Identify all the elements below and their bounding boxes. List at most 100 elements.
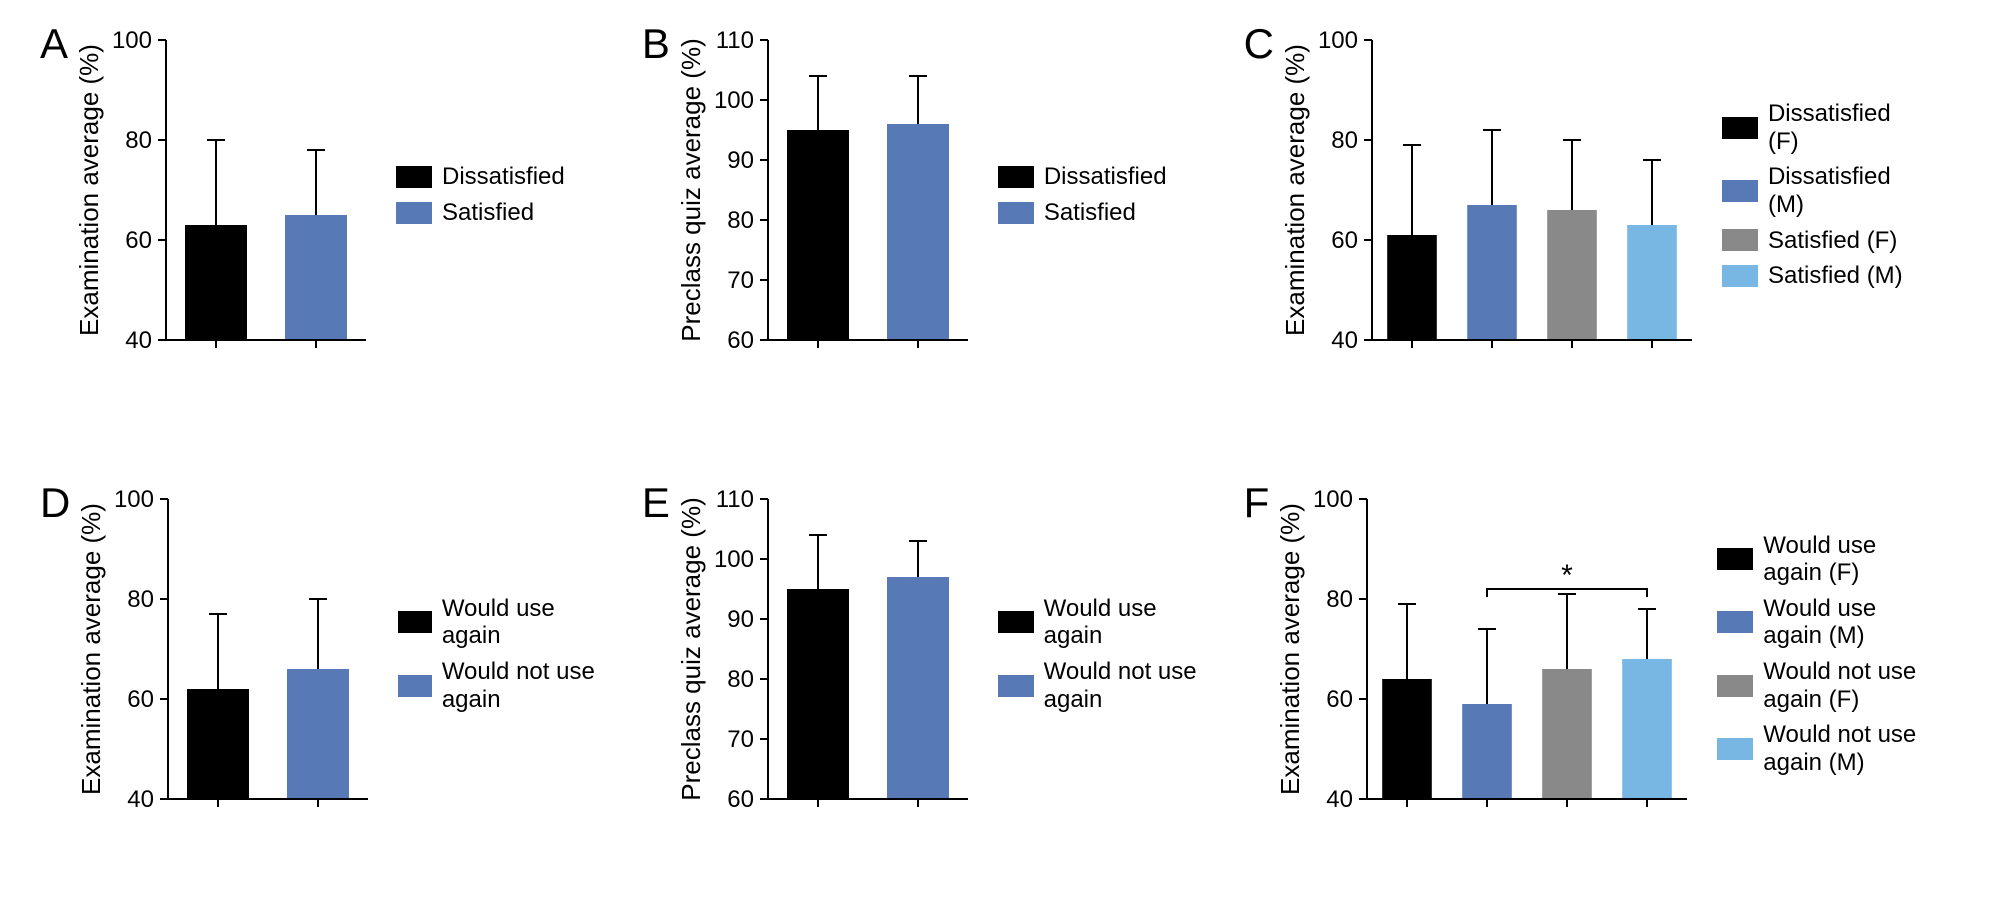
y-tick-label: 80 [727, 666, 754, 693]
legend-label: Would not use again (M) [1763, 721, 1923, 776]
panel-label-e: E [642, 479, 670, 527]
chart-e: 60708090100110Preclass quiz average (%) [678, 489, 978, 824]
chart-wrap-d: 40 60 80 100 Examination average (%) Would u… [78, 489, 601, 824]
legend-c: Dissatisfied (F)Dissatisfied (M)Satisfie… [1722, 30, 1928, 360]
y-tick-label: 100 [714, 546, 754, 573]
y-tick-label: 80 [1327, 586, 1354, 613]
chart-grid: A 406080100Examination average (%) Dissa… [40, 30, 1974, 888]
y-tick-label: 40 [125, 327, 152, 354]
legend-swatch [398, 675, 431, 697]
panel-label-b: B [642, 20, 670, 68]
y-tick-label: 90 [727, 147, 754, 174]
legend-label: Dissatisfied (F) [1768, 100, 1928, 155]
y-tick-label: 100 [714, 87, 754, 114]
bar [1387, 235, 1437, 340]
legend-item: Dissatisfied [396, 163, 565, 191]
y-tick-label: 60 [128, 686, 155, 713]
y-tick-label: 60 [727, 786, 754, 813]
legend-e: Would use again Would not use again [998, 489, 1204, 819]
bar [287, 669, 349, 799]
chart-wrap-e: 60708090100110Preclass quiz average (%) … [678, 489, 1204, 824]
panel-label-d: D [40, 479, 70, 527]
legend-swatch [1722, 265, 1758, 287]
legend-label: Dissatisfied [442, 163, 565, 191]
y-tick-label: 70 [727, 726, 754, 753]
legend-item: Would not use again [998, 658, 1204, 713]
chart-b: 60708090100110Preclass quiz average (%) [678, 30, 978, 365]
bar [1547, 210, 1597, 340]
legend-swatch [1722, 180, 1758, 202]
bar [1382, 679, 1432, 799]
legend-swatch [998, 611, 1034, 633]
bar [185, 225, 247, 340]
y-tick-label: 110 [716, 489, 754, 513]
chart-f: * 40 60 80 100 Examination average (%) [1277, 489, 1697, 824]
panel-b: B 60708090100110Preclass quiz average (%… [642, 30, 1204, 429]
legend-item: Dissatisfied (F) [1722, 100, 1928, 155]
legend-swatch [396, 202, 432, 224]
legend-label: Satisfied (F) [1768, 227, 1897, 255]
y-tick-label: 40 [1327, 786, 1354, 813]
legend-label: Dissatisfied [1044, 163, 1167, 191]
panel-a: A 406080100Examination average (%) Dissa… [40, 30, 602, 429]
y-axis-label: Preclass quiz average (%) [678, 38, 706, 341]
legend-swatch [998, 202, 1034, 224]
y-tick-label: 60 [727, 327, 754, 354]
y-tick-label: 60 [125, 227, 152, 254]
panel-d: D 406080100Examination average (%) Would… [40, 489, 602, 888]
legend-item: Would not use again (M) [1717, 721, 1923, 776]
y-tick-label: 80 [1331, 127, 1358, 154]
legend-item: Satisfied [396, 199, 565, 227]
legend-swatch [396, 166, 432, 188]
legend-item: Satisfied [998, 199, 1167, 227]
bar [787, 130, 849, 340]
y-tick-label: 40 [128, 786, 155, 813]
y-axis-label: Examination average (%) [1277, 503, 1305, 795]
chart-wrap-c: 406080100Examination average (%) Dissati… [1282, 30, 1974, 365]
chart-c: 406080100Examination average (%) [1282, 30, 1702, 365]
y-tick-label: 100 [114, 489, 154, 513]
y-tick-label: 60 [1327, 686, 1354, 713]
chart-d: 40 60 80 100 Examination average (%) [78, 489, 378, 824]
bar [1622, 659, 1672, 799]
y-tick-label: 40 [1331, 327, 1358, 354]
legend-label: Would use again (F) [1763, 532, 1923, 587]
legend-item: Would not use again [398, 658, 601, 713]
legend-d: Would use again Would not use again [398, 489, 601, 819]
legend-f: Would use again (F) Would use again (M) Wo… [1717, 489, 1923, 819]
y-tick-label: 60 [1331, 227, 1358, 254]
legend-item: Would not use again (F) [1717, 658, 1923, 713]
legend-label: Satisfied (M) [1768, 262, 1903, 290]
panel-label-a: A [40, 20, 68, 68]
legend-item: Satisfied (M) [1722, 262, 1928, 290]
legend-swatch [1722, 229, 1758, 251]
panel-c: C 406080100Examination average (%) Dissa… [1244, 30, 1974, 429]
bar [1467, 205, 1517, 340]
legend-label: Satisfied [1044, 199, 1136, 227]
y-tick-label: 100 [1313, 489, 1353, 513]
bar [285, 215, 347, 340]
legend-item: Would use again [998, 595, 1204, 650]
legend-label: Would not use again [1044, 658, 1204, 713]
legend-label: Would not use again (F) [1763, 658, 1923, 713]
y-tick-label: 80 [128, 586, 155, 613]
legend-b: Dissatisfied Satisfied [998, 30, 1167, 360]
legend-swatch [1722, 117, 1758, 139]
legend-swatch [998, 675, 1034, 697]
panel-e: E 60708090100110Preclass quiz average (%… [642, 489, 1204, 888]
significance-marker: * [1561, 559, 1573, 592]
bar [1462, 704, 1512, 799]
legend-label: Would use again [442, 595, 602, 650]
legend-swatch [398, 611, 431, 633]
y-axis-label: Examination average (%) [78, 503, 106, 795]
legend-item: Would use again (M) [1717, 595, 1923, 650]
legend-swatch [1717, 675, 1753, 697]
legend-swatch [1717, 611, 1753, 633]
chart-wrap-f: * 40 60 80 100 Examination average (%) Would … [1277, 489, 1974, 824]
legend-a: Dissatisfied Satisfied [396, 30, 565, 360]
panel-f: F *406080100Examination average (%) Woul… [1244, 489, 1974, 888]
bar [1542, 669, 1592, 799]
bar [187, 689, 249, 799]
y-tick-label: 90 [727, 606, 754, 633]
legend-swatch [998, 166, 1034, 188]
